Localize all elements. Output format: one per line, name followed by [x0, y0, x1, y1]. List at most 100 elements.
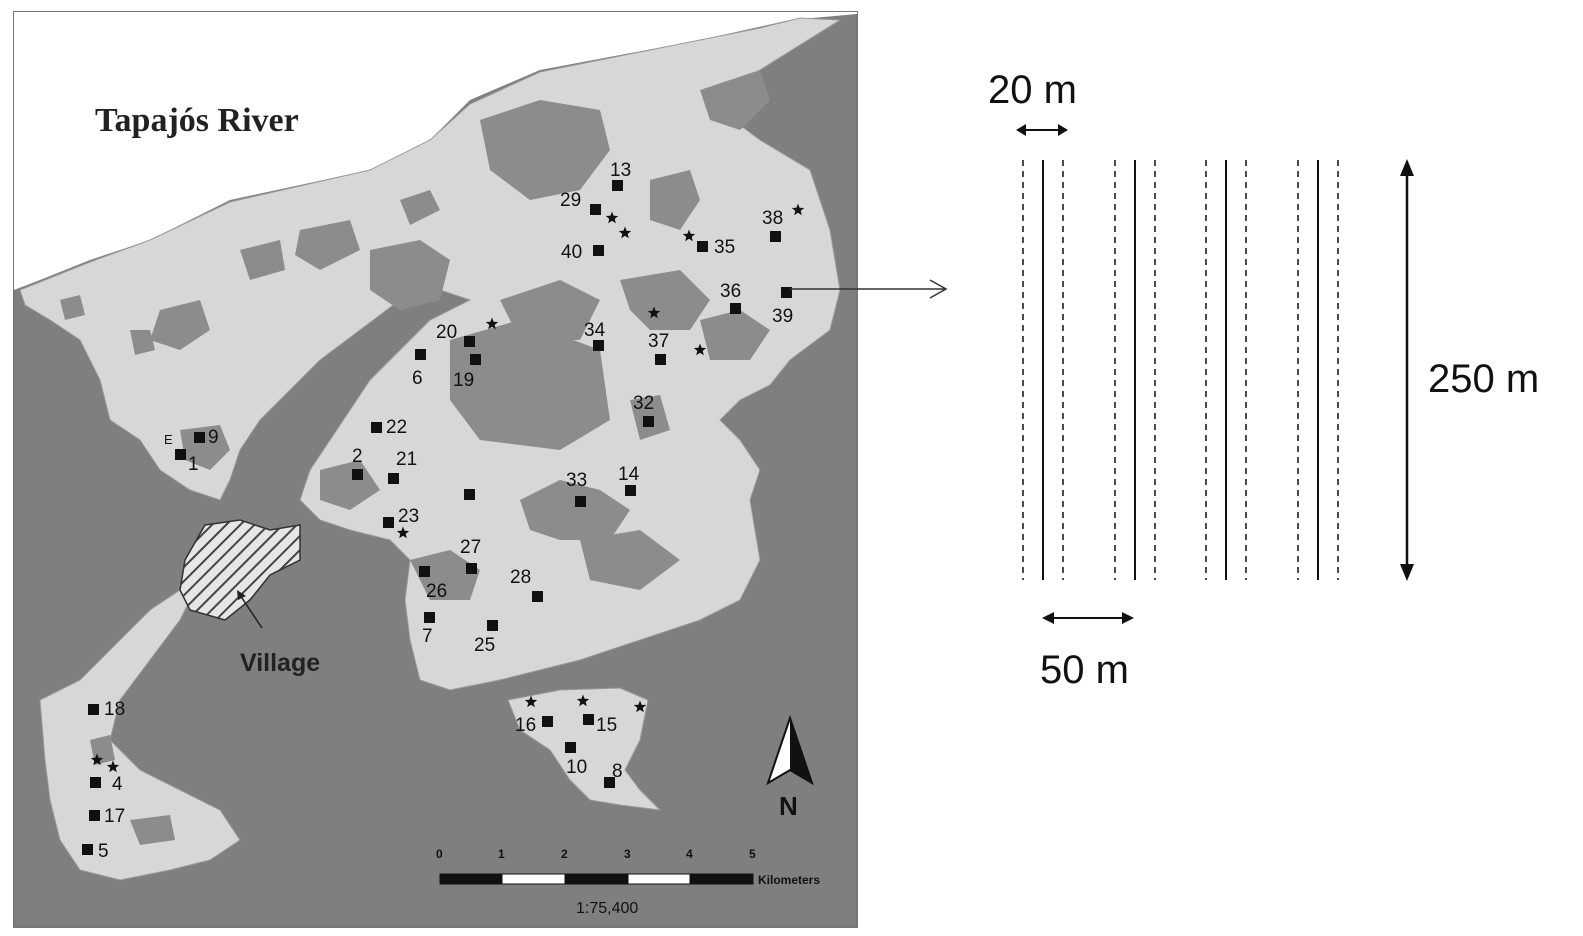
site-marker-square	[388, 473, 399, 484]
transect-lines	[1022, 160, 1339, 580]
site-marker-square	[464, 336, 475, 347]
star-markers	[90, 203, 805, 773]
star-marker-icon	[576, 694, 590, 707]
site-label-21: 21	[396, 449, 417, 470]
site-marker-square	[542, 716, 553, 727]
site-marker-square	[424, 612, 435, 623]
map-outer-area	[14, 12, 857, 290]
site-marker-square	[88, 704, 99, 715]
site-marker-square	[89, 810, 100, 821]
site-label-5: 5	[98, 841, 109, 862]
site-label-9: 9	[208, 427, 219, 448]
site-marker-square	[583, 714, 594, 725]
site-marker-square	[371, 422, 382, 433]
village-pointer	[239, 594, 263, 629]
site-marker-square	[697, 241, 708, 252]
map-land-southwest	[39, 578, 241, 881]
site-marker-square	[419, 566, 430, 577]
site-marker-square	[770, 231, 781, 242]
site-label-25: 25	[474, 635, 495, 656]
site-label-33: 33	[566, 470, 587, 491]
site-label-28: 28	[510, 567, 531, 588]
site-marker-square	[352, 469, 363, 480]
site-label-4: 4	[112, 774, 123, 795]
scale-unit: Kilometers	[758, 873, 820, 887]
map-panel	[13, 11, 858, 928]
length-arrow	[1400, 159, 1414, 581]
transect-spacing-label: 50 m	[1040, 648, 1129, 692]
site-marker-square	[730, 303, 741, 314]
site-marker-square	[82, 844, 93, 855]
star-marker-icon	[647, 306, 661, 319]
site-marker-square	[466, 563, 477, 574]
scale-tick-2: 2	[561, 847, 568, 861]
site-marker-square	[625, 485, 636, 496]
site-marker-square	[470, 354, 481, 365]
star-marker-icon	[485, 317, 499, 330]
scale-ratio: 1:75,400	[576, 900, 638, 917]
transect-1	[1022, 160, 1064, 580]
star-marker-icon	[633, 700, 647, 713]
scale-segment-2	[501, 873, 566, 885]
transect-3	[1205, 160, 1247, 580]
star-marker-icon	[791, 203, 805, 216]
scale-tick-5: 5	[749, 847, 756, 861]
site-marker-square	[593, 340, 604, 351]
transect-diagram: 20 m 250 m 50 m	[988, 68, 1539, 692]
transect-length-label: 250 m	[1428, 357, 1539, 401]
scale-tick-4: 4	[686, 847, 693, 861]
site-label-29: 29	[560, 190, 581, 211]
site-label-38: 38	[762, 208, 783, 229]
site-marker-square	[464, 489, 475, 500]
site-label-e: E	[164, 432, 173, 447]
site-marker-square	[612, 180, 623, 191]
site-label-23: 23	[398, 506, 419, 527]
scale-segment-4	[627, 873, 691, 885]
star-marker-icon	[618, 226, 632, 239]
site-marker-square	[643, 416, 654, 427]
site-marker-square	[383, 517, 394, 528]
north-label: N	[779, 791, 798, 821]
site-label-37: 37	[648, 331, 669, 352]
scale-tick-3: 3	[624, 847, 631, 861]
site-label-35: 35	[714, 237, 735, 258]
site-label-18: 18	[104, 699, 125, 720]
site-label-26: 26	[426, 581, 447, 602]
site-label-17: 17	[104, 806, 125, 827]
transect-2	[1114, 160, 1156, 580]
site-label-39: 39	[772, 306, 793, 327]
width-arrow	[1016, 124, 1068, 136]
site-label-22: 22	[386, 417, 407, 438]
site-label-13: 13	[610, 160, 631, 181]
site-marker-square	[90, 777, 101, 788]
spacing-arrow	[1042, 612, 1134, 624]
site-marker-square	[175, 449, 186, 460]
site-marker-square	[415, 349, 426, 360]
site-marker-square	[487, 620, 498, 631]
site-label-16: 16	[515, 715, 536, 736]
map-land-main	[19, 17, 842, 691]
scale-segment-5	[689, 873, 754, 885]
site-label-10: 10	[566, 757, 587, 778]
site-label-19: 19	[453, 370, 474, 391]
site-marker-square	[593, 245, 604, 256]
site-marker-square	[781, 287, 792, 298]
site-label-14: 14	[618, 464, 640, 485]
transect-width-label: 20 m	[988, 68, 1077, 112]
star-marker-icon	[682, 229, 696, 242]
north-arrow-shade	[790, 718, 812, 783]
site-label-15: 15	[596, 715, 617, 736]
site-label-6: 6	[412, 368, 423, 389]
star-marker-icon	[106, 760, 120, 773]
scale-segment-1	[439, 873, 503, 885]
star-marker-icon	[524, 695, 538, 708]
site-marker-square	[604, 777, 615, 788]
star-marker-icon	[693, 343, 707, 356]
site-label-27: 27	[460, 537, 481, 558]
site-label-36: 36	[720, 281, 741, 302]
village-pointer-arrowhead	[237, 590, 246, 600]
scale-segment-3	[564, 873, 629, 885]
star-marker-icon	[90, 753, 104, 766]
